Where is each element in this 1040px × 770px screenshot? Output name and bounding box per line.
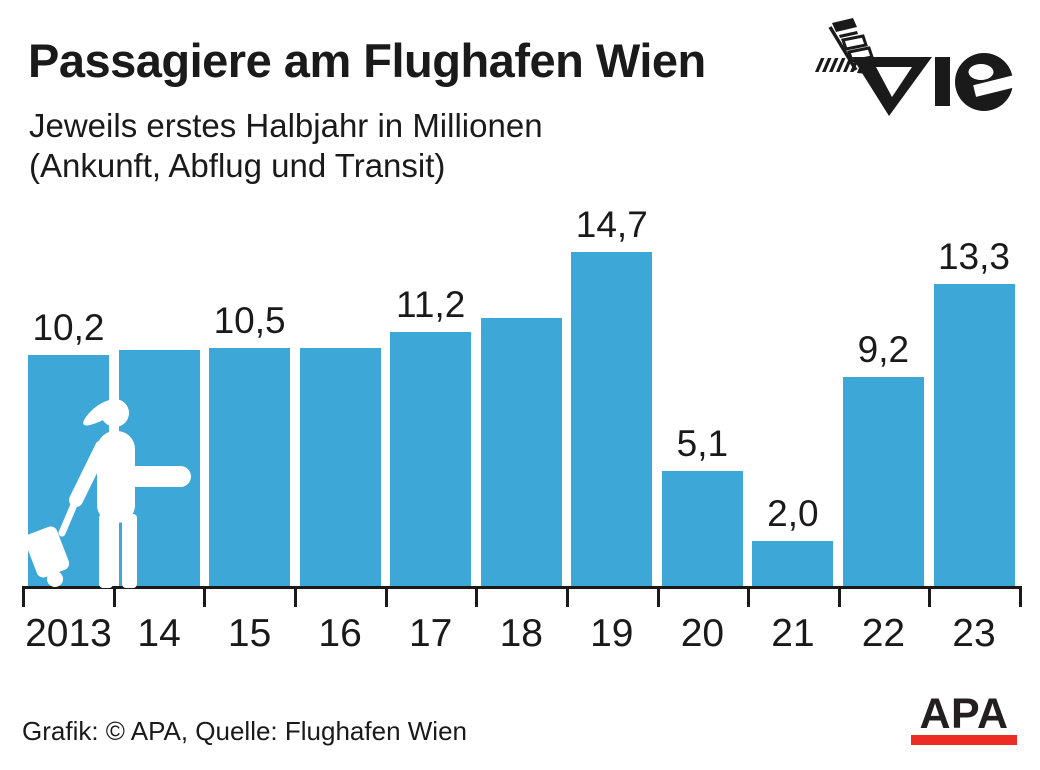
bar-value-label-20: 5,1 <box>676 422 729 464</box>
bar-value-label-19: 14,7 <box>575 204 648 245</box>
x-axis-label-19: 19 <box>590 612 634 655</box>
x-axis-tick <box>475 586 479 607</box>
bar-15 <box>209 347 291 587</box>
vie-letter-v <box>852 57 932 116</box>
suitcase-handle <box>58 496 80 537</box>
traveler-torso <box>97 431 135 523</box>
traveler-right-arm <box>126 466 191 487</box>
x-axis-tick <box>1019 586 1022 607</box>
x-axis-label-20: 20 <box>680 612 725 655</box>
bar-21 <box>752 541 834 587</box>
bar-value-label-2013: 10,2 <box>32 306 105 348</box>
x-axis-label-18: 18 <box>499 612 543 655</box>
bar-19 <box>571 252 653 587</box>
page-title: Passagiere am Flughafen Wien <box>28 34 706 87</box>
bar-18 <box>480 318 562 587</box>
traveler-head <box>101 399 129 427</box>
x-axis-tick <box>384 586 388 607</box>
x-axis-tick <box>293 586 297 607</box>
bar-20 <box>661 470 743 587</box>
traveler-right-leg <box>122 514 137 588</box>
x-axis-label-21: 21 <box>771 612 815 655</box>
traveler-left-arm <box>69 440 109 507</box>
suitcase-wheel <box>47 571 63 587</box>
credit-line: Grafik: © APA, Quelle: Flughafen Wien <box>22 716 467 746</box>
bar-22 <box>842 377 924 587</box>
bar-value-label-15: 10,5 <box>213 299 286 341</box>
x-axis-tick <box>22 586 25 607</box>
traveler-left-leg <box>99 514 113 588</box>
apa-logo-red-bar <box>911 735 1017 745</box>
x-axis-tick <box>203 586 207 607</box>
suitcase-body <box>25 526 70 578</box>
bar-17 <box>390 331 472 587</box>
x-axis-tick <box>837 586 841 607</box>
bar-23 <box>933 283 1015 587</box>
bar-value-label-23: 13,3 <box>937 235 1010 277</box>
x-axis-label-22: 22 <box>861 612 906 655</box>
subtitle-line-1: Jeweils erstes Halbjahr in Millionen <box>29 107 543 144</box>
vie-airport-logo-icon <box>815 18 1019 116</box>
vie-letter-e <box>955 53 1019 111</box>
x-axis-line <box>22 586 1021 589</box>
x-axis-tick <box>747 586 751 607</box>
x-axis-label-14: 14 <box>137 612 181 655</box>
x-axis-label-23: 23 <box>952 612 996 655</box>
bar-value-label-17: 11,2 <box>396 283 466 325</box>
bar-value-label-22: 9,2 <box>857 329 910 371</box>
bar-16 <box>299 347 381 587</box>
bar-value-label-21: 2,0 <box>767 493 819 535</box>
apa-logo: APA <box>911 691 1017 745</box>
x-axis-label-16: 16 <box>318 612 362 655</box>
vie-jetway-tip <box>832 18 857 32</box>
x-axis-label-17: 17 <box>408 612 453 655</box>
x-axis-tick <box>565 586 569 607</box>
x-axis-label-2013: 2013 <box>25 612 112 655</box>
apa-logo-text: APA <box>919 690 1009 738</box>
x-axis-tick <box>112 586 116 607</box>
x-axis-tick <box>928 586 932 607</box>
x-axis-label-15: 15 <box>227 612 272 655</box>
x-axis-tick <box>656 586 660 607</box>
vie-letter-i <box>935 57 950 106</box>
page-subtitle: Jeweils erstes Halbjahr in Millionen (An… <box>29 106 543 186</box>
subtitle-line-2: (Ankunft, Abflug und Transit) <box>29 147 446 184</box>
traveler-with-suitcase-icon <box>25 398 191 588</box>
